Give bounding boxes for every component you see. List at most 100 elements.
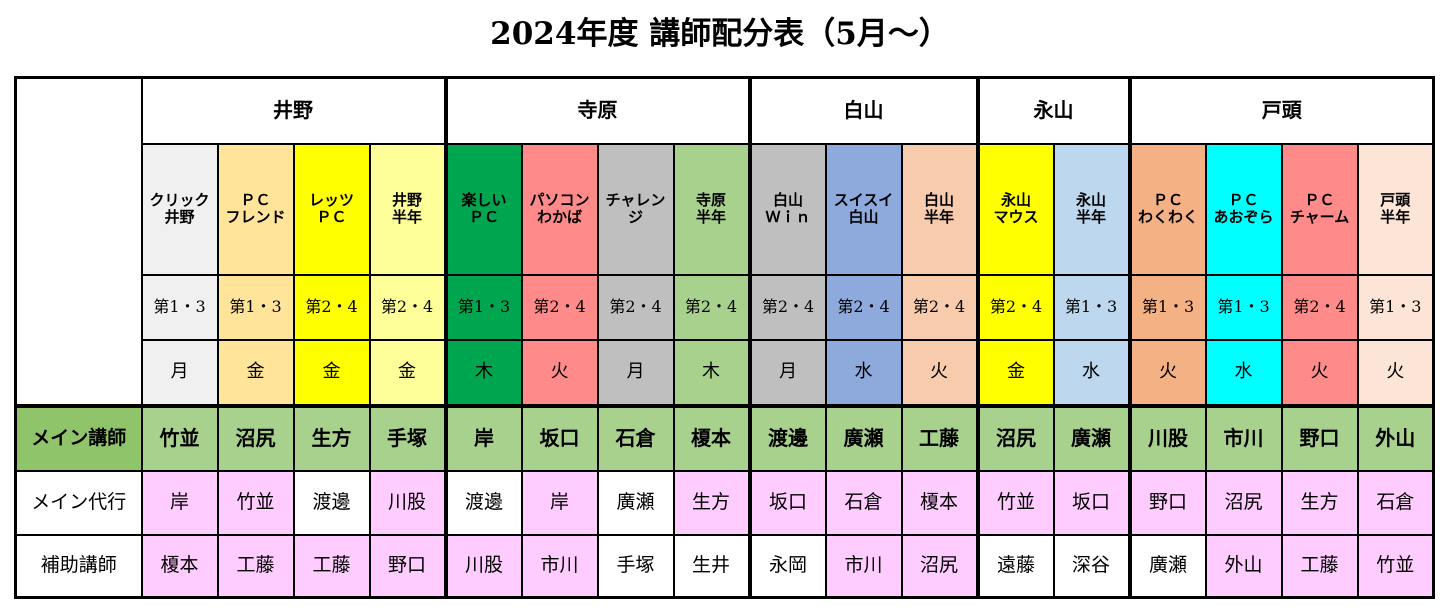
substitute-teacher: 石倉 [1356, 469, 1435, 536]
substitute-teacher: 渡邊 [292, 469, 371, 536]
assistant-teacher: 手塚 [596, 533, 675, 599]
substitute-teacher: 岸 [140, 469, 219, 536]
assistant-teacher: 生井 [672, 533, 751, 599]
main-teacher: 榎本 [672, 404, 751, 472]
course-name: 永山 半年 [1052, 142, 1131, 276]
course-day: 火 [520, 338, 599, 407]
main-teacher: 生方 [292, 404, 371, 472]
course-schedule: 第2・4 [975, 273, 1055, 341]
course-name: 白山 半年 [900, 142, 979, 276]
substitute-teacher: 坂口 [747, 469, 827, 536]
course-schedule: 第1・3 [140, 273, 219, 341]
main-teacher: 石倉 [596, 404, 675, 472]
course-name: レッツ ＰＣ [292, 142, 371, 276]
course-name: クリック 井野 [140, 142, 219, 276]
assistant-teacher: 工藤 [216, 533, 295, 599]
course-schedule: 第2・4 [824, 273, 903, 341]
substitute-teacher: 岸 [520, 469, 599, 536]
course-schedule: 第2・4 [900, 273, 979, 341]
course-schedule: 第1・3 [216, 273, 295, 341]
main-teacher: 工藤 [900, 404, 979, 472]
course-schedule: 第1・3 [1204, 273, 1283, 341]
course-name: ＰＣ チャーム [1280, 142, 1359, 276]
assistant-teacher: 沼尻 [900, 533, 979, 599]
substitute-teacher: 榎本 [900, 469, 979, 536]
course-name: 寺原 半年 [672, 142, 751, 276]
location-header: 永山 [975, 76, 1131, 145]
substitute-teacher: 生方 [672, 469, 751, 536]
course-name: 楽しい ＰＣ [443, 142, 523, 276]
location-header: 寺原 [443, 76, 751, 145]
course-schedule: 第2・4 [368, 273, 447, 341]
main-teacher: 廣瀬 [1052, 404, 1131, 472]
substitute-teacher: 石倉 [824, 469, 903, 536]
course-schedule: 第2・4 [292, 273, 371, 341]
course-schedule: 第2・4 [747, 273, 827, 341]
course-day: 火 [1127, 338, 1207, 407]
substitute-teacher: 坂口 [1052, 469, 1131, 536]
main-teacher: 岸 [443, 404, 523, 472]
course-name: ＰＣ フレンド [216, 142, 295, 276]
course-name: 戸頭 半年 [1356, 142, 1435, 276]
course-schedule: 第1・3 [1356, 273, 1435, 341]
main-teacher: 沼尻 [975, 404, 1055, 472]
course-name: チャレン ジ [596, 142, 675, 276]
course-day: 金 [975, 338, 1055, 407]
main-teacher: 市川 [1204, 404, 1283, 472]
course-day: 木 [672, 338, 751, 407]
course-name: 白山 Ｗｉｎ [747, 142, 827, 276]
assistant-teacher: 野口 [368, 533, 447, 599]
instructor-table: 井野 寺原 白山 永山 戸頭 クリック 井野 ＰＣ フレンド レッツ ＰＣ 井野 半年 楽しい Ｐ… [14, 76, 1436, 599]
course-day: 木 [443, 338, 523, 407]
course-name: 永山 マウス [975, 142, 1055, 276]
main-teacher: 手塚 [368, 404, 447, 472]
substitute-teacher: 廣瀬 [596, 469, 675, 536]
course-day: 金 [368, 338, 447, 407]
course-name: スイスイ 白山 [824, 142, 903, 276]
row-label-main: メイン講師 [14, 404, 143, 472]
substitute-teacher: 渡邊 [443, 469, 523, 536]
course-name: 井野 半年 [368, 142, 447, 276]
row-label-sub: メイン代行 [14, 469, 143, 536]
location-header: 井野 [140, 76, 447, 145]
main-teacher: 沼尻 [216, 404, 295, 472]
course-day: 火 [1356, 338, 1435, 407]
substitute-teacher: 竹並 [216, 469, 295, 536]
course-schedule: 第2・4 [672, 273, 751, 341]
course-schedule: 第2・4 [520, 273, 599, 341]
course-day: 月 [140, 338, 219, 407]
substitute-teacher: 生方 [1280, 469, 1359, 536]
assistant-teacher: 工藤 [292, 533, 371, 599]
location-header: 戸頭 [1127, 76, 1435, 145]
main-teacher: 竹並 [140, 404, 219, 472]
main-teacher: 外山 [1356, 404, 1435, 472]
assistant-teacher: 榎本 [140, 533, 219, 599]
course-schedule: 第1・3 [443, 273, 523, 341]
course-day: 月 [596, 338, 675, 407]
main-teacher: 坂口 [520, 404, 599, 472]
assistant-teacher: 工藤 [1280, 533, 1359, 599]
assistant-teacher: 市川 [824, 533, 903, 599]
course-day: 火 [900, 338, 979, 407]
course-schedule: 第2・4 [596, 273, 675, 341]
assistant-teacher: 川股 [443, 533, 523, 599]
substitute-teacher: 沼尻 [1204, 469, 1283, 536]
assistant-teacher: 深谷 [1052, 533, 1131, 599]
main-teacher: 渡邊 [747, 404, 827, 472]
course-day: 火 [1280, 338, 1359, 407]
course-day: 金 [292, 338, 371, 407]
substitute-teacher: 川股 [368, 469, 447, 536]
assistant-teacher: 市川 [520, 533, 599, 599]
assistant-teacher: 廣瀬 [1127, 533, 1207, 599]
assistant-teacher: 外山 [1204, 533, 1283, 599]
course-day: 水 [1204, 338, 1283, 407]
assistant-teacher: 遠藤 [975, 533, 1055, 599]
corner-cell [14, 76, 143, 407]
course-schedule: 第1・3 [1052, 273, 1131, 341]
main-teacher: 川股 [1127, 404, 1207, 472]
course-day: 水 [1052, 338, 1131, 407]
course-day: 月 [747, 338, 827, 407]
row-label-assist: 補助講師 [14, 533, 143, 599]
substitute-teacher: 野口 [1127, 469, 1207, 536]
main-teacher: 廣瀬 [824, 404, 903, 472]
